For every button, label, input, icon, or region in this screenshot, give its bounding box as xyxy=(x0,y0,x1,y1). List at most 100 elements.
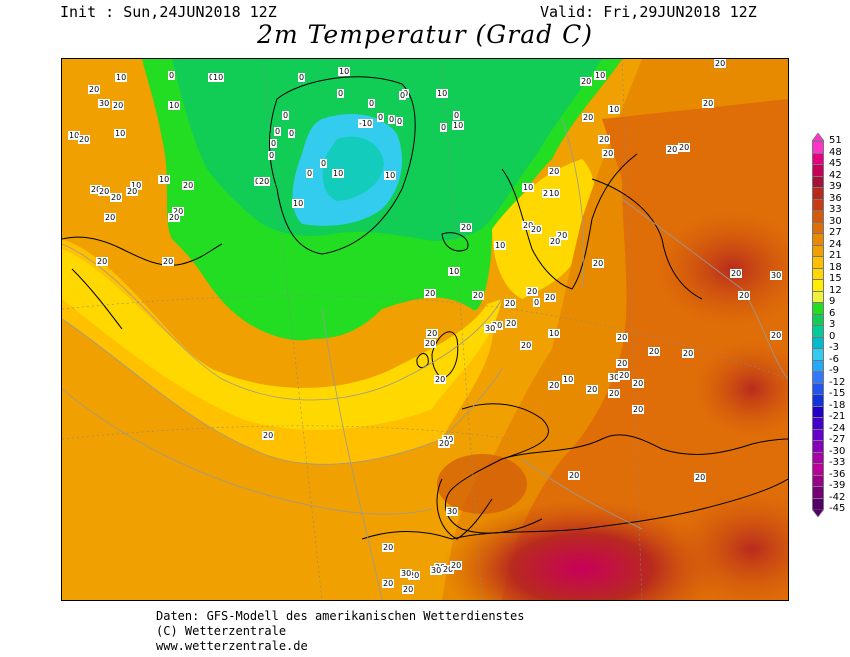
contour-label: 10 xyxy=(168,101,181,110)
contour-label: 20 xyxy=(682,349,695,358)
contour-label: 20 xyxy=(608,389,621,398)
contour-label: 20 xyxy=(592,259,605,268)
legend-color-cell xyxy=(812,164,824,176)
legend-label: -24 xyxy=(829,422,846,434)
legend-label: -18 xyxy=(829,399,846,411)
legend-label: -36 xyxy=(829,468,846,480)
credits: Daten: GFS-Modell des amerikanischen Wet… xyxy=(156,609,524,654)
contour-label: 10 xyxy=(494,241,507,250)
contour-label: 30 xyxy=(484,324,497,333)
contour-label: 20 xyxy=(505,319,518,328)
contour-label: 0 xyxy=(533,298,541,307)
contour-label: 10 xyxy=(212,73,225,82)
contour-label: 0 xyxy=(306,169,314,178)
legend-color-cell xyxy=(812,302,824,314)
contour-label: 20 xyxy=(172,207,185,216)
contour-label: 20 xyxy=(618,371,631,380)
legend-label: 6 xyxy=(829,307,836,319)
legend-label: -15 xyxy=(829,388,846,399)
legend-color-cell xyxy=(812,198,824,210)
credits-url: www.wetterzentrale.de xyxy=(156,639,308,653)
legend-label: 3 xyxy=(829,319,836,330)
legend-color-cell xyxy=(812,394,824,406)
init-time: Init : Sun,24JUN2018 12Z xyxy=(60,3,277,21)
legend-label: 39 xyxy=(829,181,842,192)
contour-label: 20 xyxy=(730,269,743,278)
contour-label: 10 xyxy=(448,267,461,276)
legend-label: -45 xyxy=(829,503,846,514)
legend-label: 30 xyxy=(829,215,842,227)
contour-label: 20 xyxy=(530,225,543,234)
temperature-field xyxy=(62,59,788,600)
contour-label: 20 xyxy=(426,329,439,338)
contour-label: 20 xyxy=(568,471,581,480)
contour-label: 20 xyxy=(262,431,275,440)
legend-color-cell xyxy=(812,359,824,371)
contour-label: 20 xyxy=(491,321,504,330)
legend-label: 36 xyxy=(829,192,842,204)
legend-label: 27 xyxy=(829,227,842,238)
contour-label: 20 xyxy=(598,135,611,144)
contour-label: 0 xyxy=(453,111,461,120)
contour-label: 20 xyxy=(694,473,707,482)
legend-color-cell xyxy=(812,290,824,302)
legend-color-cell xyxy=(812,313,824,325)
legend-color-cell xyxy=(812,233,824,245)
legend-label: -21 xyxy=(829,411,846,422)
contour-label: 10 xyxy=(522,183,535,192)
legend-color-cell xyxy=(812,371,824,383)
contour-label: 0 xyxy=(399,91,407,100)
contour-label: 10 xyxy=(548,329,561,338)
contour-label: 20 xyxy=(738,291,751,300)
contour-label: 20 xyxy=(382,579,395,588)
contour-label: 0 xyxy=(388,115,396,124)
valid-time: Valid: Fri,29JUN2018 12Z xyxy=(540,3,757,21)
contour-label: 20 xyxy=(90,185,103,194)
contour-label: 10 xyxy=(115,73,128,82)
legend-label: 9 xyxy=(829,296,836,307)
contour-label: 0 xyxy=(337,89,345,98)
scandinavia-yellow xyxy=(492,159,596,299)
contour-label: 10 xyxy=(68,131,81,140)
contour-label: 10 xyxy=(608,105,621,114)
steppe-hot xyxy=(692,339,788,439)
contour-label: 20 xyxy=(586,385,599,394)
legend-color-cell xyxy=(812,279,824,291)
contour-label: 20 xyxy=(434,375,447,384)
legend-label: 18 xyxy=(829,261,842,273)
contour-label: 20 xyxy=(702,99,715,108)
contour-label: 0 xyxy=(208,73,216,82)
contour-label: 20 xyxy=(770,331,783,340)
legend-color-cell xyxy=(812,348,824,360)
contour-label: 30 xyxy=(430,566,443,575)
contour-label: 10 xyxy=(562,375,575,384)
legend-color-cell xyxy=(812,336,824,348)
contour-label: 10 xyxy=(130,181,143,190)
contour-label: 20 xyxy=(442,565,455,574)
contour-label: 20 xyxy=(522,221,535,230)
coastlines xyxy=(62,76,788,540)
contour-label: 30 xyxy=(608,373,621,382)
light-yellow-band xyxy=(62,249,502,430)
contour-label: 20 xyxy=(258,177,271,186)
temperature-map: 10001010010020102010000001020101000100-1… xyxy=(61,58,789,601)
contour-label: 20 xyxy=(714,59,727,68)
contour-label: 0 xyxy=(396,117,404,126)
legend-color-cell xyxy=(812,187,824,199)
legend-label: 42 xyxy=(829,169,842,181)
iberia-hot xyxy=(437,454,527,514)
legend-color-cell xyxy=(812,428,824,440)
legend-label: -42 xyxy=(829,491,846,503)
contour-label: 20 xyxy=(548,381,561,390)
contour-label: 0 xyxy=(270,139,278,148)
legend-color-cell xyxy=(812,175,824,187)
legend-label: 0 xyxy=(829,330,836,342)
contour-label: 20 xyxy=(616,359,629,368)
contour-label: 10 xyxy=(548,189,561,198)
legend-color-cell xyxy=(812,463,824,475)
contour-label: 20 xyxy=(460,223,473,232)
contour-label: 0 xyxy=(377,113,385,122)
graticule xyxy=(62,59,788,600)
credits-source: Daten: GFS-Modell des amerikanischen Wet… xyxy=(156,609,525,623)
legend-label: 45 xyxy=(829,158,842,169)
